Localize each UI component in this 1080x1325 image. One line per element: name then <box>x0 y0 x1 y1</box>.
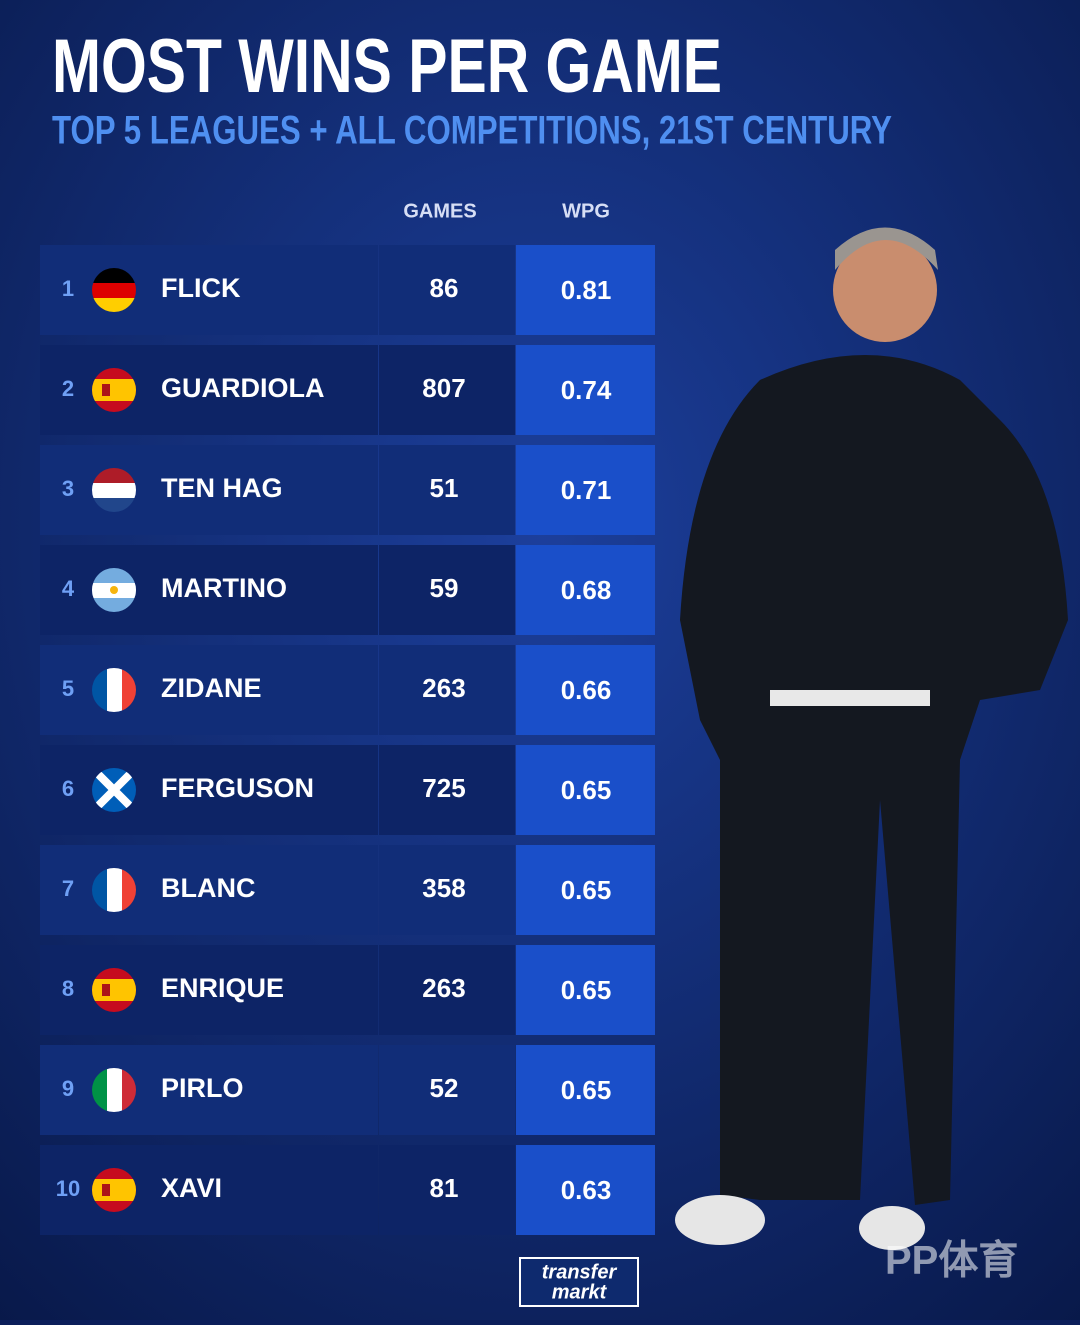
coach-figure <box>675 227 1068 1250</box>
wpg: 0.66 <box>561 675 612 705</box>
logo-text: transfer <box>542 1261 618 1283</box>
row-background <box>379 345 515 435</box>
games: 725 <box>422 773 465 803</box>
wpg: 0.68 <box>561 575 612 605</box>
games: 81 <box>430 1173 459 1203</box>
rank: 2 <box>62 376 74 401</box>
coach-name: GUARDIOLA <box>161 373 325 403</box>
coach-name: PIRLO <box>161 1073 244 1103</box>
coach-name: FERGUSON <box>161 773 314 803</box>
wpg-cell <box>516 1145 655 1235</box>
games: 59 <box>430 573 459 603</box>
games: 52 <box>430 1073 459 1103</box>
coach-name: TEN HAG <box>161 473 283 503</box>
wpg-cell <box>516 245 655 335</box>
wpg: 0.65 <box>561 1075 612 1105</box>
coach-name: ZIDANE <box>161 673 262 703</box>
wpg-cell <box>516 345 655 435</box>
row-background <box>379 1145 515 1235</box>
games: 51 <box>430 473 459 503</box>
rank: 5 <box>62 676 74 701</box>
rank: 4 <box>62 576 75 601</box>
games: 807 <box>422 373 465 403</box>
wpg: 0.65 <box>561 875 612 905</box>
wpg: 0.81 <box>561 275 612 305</box>
column-header: WPG <box>562 200 610 222</box>
games: 263 <box>422 973 465 1003</box>
wpg-cell <box>516 945 655 1035</box>
row-background <box>379 645 515 735</box>
rank: 1 <box>62 276 74 301</box>
row-background <box>379 1045 515 1135</box>
row-background <box>379 845 515 935</box>
wpg: 0.74 <box>561 375 612 405</box>
games: 86 <box>430 273 459 303</box>
wpg: 0.63 <box>561 1175 612 1205</box>
wpg-cell <box>516 1045 655 1135</box>
row-background <box>379 945 515 1035</box>
coach-name: XAVI <box>161 1173 222 1203</box>
row-background <box>379 445 515 535</box>
wpg-cell <box>516 745 655 835</box>
coach-name: ENRIQUE <box>161 973 284 1003</box>
rank: 8 <box>62 976 74 1001</box>
wpg: 0.65 <box>561 775 612 805</box>
games: 358 <box>422 873 465 903</box>
coach-name: MARTINO <box>161 573 287 603</box>
rank: 6 <box>62 776 74 801</box>
logo-text: markt <box>552 1281 608 1303</box>
row-background <box>379 745 515 835</box>
subtitle: TOP 5 LEAGUES + ALL COMPETITIONS, 21ST C… <box>52 109 892 153</box>
column-header: GAMES <box>403 200 476 222</box>
logo-box <box>519 1257 639 1307</box>
wpg: 0.71 <box>561 475 612 505</box>
coach-name: FLICK <box>161 273 241 303</box>
wpg: 0.65 <box>561 975 612 1005</box>
rank: 7 <box>62 876 74 901</box>
watermark: PP体育 <box>885 1239 1018 1283</box>
wpg-cell <box>516 645 655 735</box>
wpg-cell <box>516 845 655 935</box>
title: MOST WINS PER GAME <box>52 24 722 109</box>
rank: 3 <box>62 476 74 501</box>
games: 263 <box>422 673 465 703</box>
wpg-cell <box>516 545 655 635</box>
coach-name: BLANC <box>161 873 256 903</box>
row-background <box>379 245 515 335</box>
row-background <box>379 545 515 635</box>
table: 1 FLICK 86 0.812 GUARDIOLA 807 0.743 TEN HAG 51 0… <box>40 245 655 1235</box>
rank: 9 <box>62 1076 74 1101</box>
wpg-cell <box>516 445 655 535</box>
rank: 10 <box>56 1176 80 1201</box>
